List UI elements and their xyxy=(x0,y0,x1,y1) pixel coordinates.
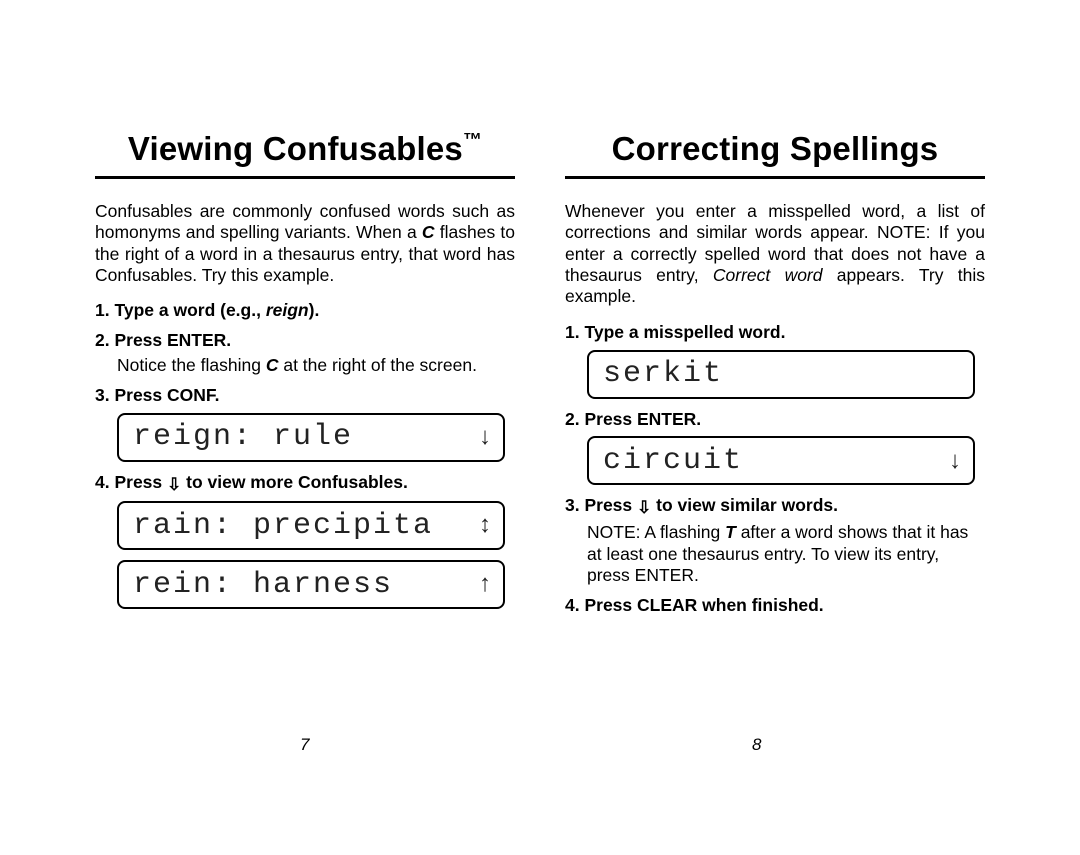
lcd-text: reign: rule xyxy=(133,420,353,454)
right-intro: Whenever you enter a misspelled word, a … xyxy=(565,201,985,308)
right-title: Correcting Spellings xyxy=(565,130,985,179)
left-page: Viewing Confusables™ Confusables are com… xyxy=(95,130,515,625)
lcd-text: serkit xyxy=(603,357,723,391)
lcd-display: rein: harness ↑ xyxy=(117,560,505,609)
list-item: 3. Press ⇩ to view similar words. NOTE: … xyxy=(565,495,985,587)
down-arrow-icon: ↓ xyxy=(949,454,963,468)
lcd-text: circuit xyxy=(603,444,743,478)
lcd-text: rein: harness xyxy=(133,568,393,602)
step-label: 1. Type a word (e.g., reign). xyxy=(95,300,515,322)
left-title-text: Viewing Confusables xyxy=(128,130,463,167)
list-item: 3. Press CONF. reign: rule ↓ xyxy=(95,385,515,462)
step-note: NOTE: A flashing T after a word shows th… xyxy=(587,522,985,588)
right-page: Correcting Spellings Whenever you enter … xyxy=(565,130,985,625)
list-item: 4. Press CLEAR when finished. xyxy=(565,595,985,617)
step-label: 3. Press CONF. xyxy=(95,385,515,407)
step-label: 2. Press ENTER. xyxy=(565,409,985,431)
page-number-right: 8 xyxy=(752,735,761,755)
step-label: 4. Press ⇩ to view more Confusables. xyxy=(95,472,515,495)
lcd-text: rain: precipita xyxy=(133,509,433,543)
lcd-display: circuit ↓ xyxy=(587,436,975,485)
right-title-text: Correcting Spellings xyxy=(612,130,939,167)
list-item: 1. Type a misspelled word. serkit xyxy=(565,322,985,399)
left-title: Viewing Confusables™ xyxy=(95,130,515,179)
step-note: Notice the flashing C at the right of th… xyxy=(117,355,515,377)
step-label: 3. Press ⇩ to view similar words. xyxy=(565,495,985,518)
up-arrow-icon: ↑ xyxy=(479,577,493,591)
lcd-display: serkit xyxy=(587,350,975,399)
lcd-display: rain: precipita ↕ xyxy=(117,501,505,550)
left-steps: 1. Type a word (e.g., reign). 2. Press E… xyxy=(95,300,515,609)
list-item: 2. Press ENTER. circuit ↓ xyxy=(565,409,985,486)
step-label: 2. Press ENTER. xyxy=(95,330,515,352)
step-label: 1. Type a misspelled word. xyxy=(565,322,985,344)
updown-arrow-icon: ↕ xyxy=(479,518,493,532)
down-arrow-icon: ↓ xyxy=(479,430,493,444)
list-item: 1. Type a word (e.g., reign). xyxy=(95,300,515,322)
right-steps: 1. Type a misspelled word. serkit 2. Pre… xyxy=(565,322,985,618)
step-label: 4. Press CLEAR when finished. xyxy=(565,595,985,617)
list-item: 4. Press ⇩ to view more Confusables. rai… xyxy=(95,472,515,609)
trademark-symbol: ™ xyxy=(463,130,482,151)
lcd-display: reign: rule ↓ xyxy=(117,413,505,462)
page-number-left: 7 xyxy=(300,735,309,755)
left-intro: Confusables are commonly confused words … xyxy=(95,201,515,286)
list-item: 2. Press ENTER. Notice the flashing C at… xyxy=(95,330,515,377)
